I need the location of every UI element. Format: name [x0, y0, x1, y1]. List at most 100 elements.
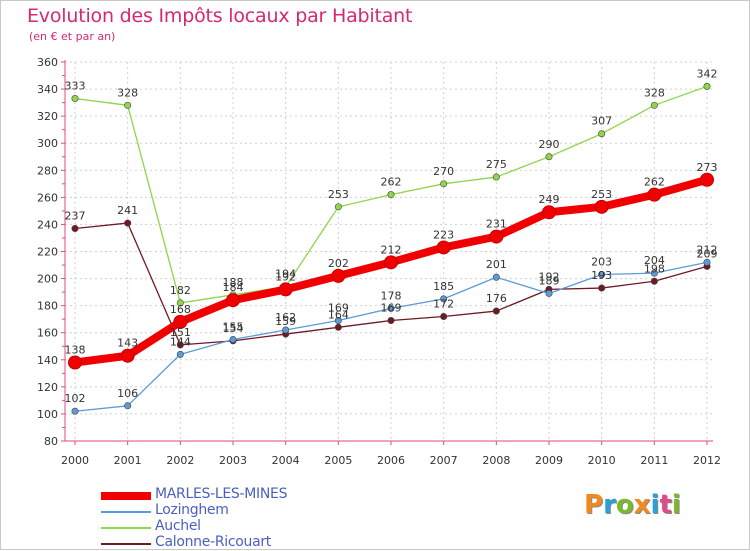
x-tick-label: 2012 [693, 454, 721, 467]
logo-letter: i [671, 490, 681, 520]
axis-layer: 80 100 120 140 160 180 200 220 240 260 280 300 320 34… [37, 56, 721, 467]
data-point [334, 203, 342, 211]
data-label: 237 [65, 209, 86, 222]
data-point [650, 277, 658, 285]
data-label: 182 [170, 284, 191, 297]
data-point [226, 293, 240, 308]
data-point [542, 205, 556, 220]
data-label: 194 [275, 268, 296, 281]
x-tick-label: 2005 [324, 454, 352, 467]
legend-label: Calonne-Ricouart [155, 534, 271, 550]
x-tick-label: 2001 [114, 454, 142, 467]
x-tick-label: 2004 [272, 454, 300, 467]
data-point [124, 402, 132, 410]
data-label: 273 [697, 161, 718, 174]
y-tick-label: 320 [37, 110, 58, 123]
data-label: 241 [117, 204, 138, 217]
legend-swatch [101, 527, 151, 529]
y-tick-label: 260 [37, 191, 58, 204]
data-label: 202 [328, 257, 349, 270]
x-tick-label: 2010 [588, 454, 616, 467]
x-tick-label: 2000 [61, 454, 89, 467]
data-label: 189 [539, 274, 560, 287]
logo-letter: r [603, 490, 616, 520]
data-point [387, 317, 395, 325]
data-point [492, 273, 500, 281]
data-point [334, 323, 342, 331]
y-tick-label: 160 [37, 327, 58, 340]
data-point [387, 304, 395, 312]
y-tick-label: 180 [37, 300, 58, 313]
data-point [334, 317, 342, 325]
data-label: 307 [591, 115, 612, 128]
data-label: 290 [539, 138, 560, 151]
data-label: 223 [433, 228, 454, 241]
data-label: 192 [539, 270, 560, 283]
data-label: 185 [433, 280, 454, 293]
data-label: 328 [644, 86, 665, 99]
chart-subtitle: (en € et par an) [29, 30, 116, 43]
data-point [229, 335, 237, 343]
data-label: 204 [644, 254, 665, 267]
data-point [176, 350, 184, 358]
y-tick-label: 300 [37, 137, 58, 150]
x-tick-label: 2006 [377, 454, 405, 467]
data-label: 151 [170, 326, 191, 339]
series-layer [68, 82, 714, 415]
data-label: 262 [381, 176, 402, 189]
data-point [120, 348, 135, 363]
data-label: 184 [223, 281, 244, 294]
data-point [598, 130, 606, 138]
x-tick-label: 2011 [640, 454, 668, 467]
data-label: 192 [275, 270, 296, 283]
data-label: 168 [170, 303, 191, 316]
data-point [282, 326, 290, 334]
data-label: 198 [644, 262, 665, 275]
data-point [492, 173, 500, 181]
legend-swatch [101, 511, 151, 513]
data-point [545, 153, 553, 161]
x-tick-label: 2002 [166, 454, 194, 467]
data-label: 249 [539, 193, 560, 206]
data-point [384, 255, 398, 270]
data-point [436, 240, 451, 255]
data-point [68, 355, 82, 370]
data-point [440, 312, 448, 320]
data-point [700, 172, 714, 187]
data-label: 193 [591, 269, 612, 282]
data-point [124, 101, 132, 109]
data-point [176, 299, 184, 307]
data-point [489, 229, 504, 244]
grid-layer [65, 61, 713, 442]
data-label: 102 [65, 392, 86, 405]
data-label: 176 [486, 292, 507, 305]
data-label: 155 [223, 320, 244, 333]
data-point [387, 191, 395, 199]
logo-letter: o [615, 490, 634, 520]
data-label: 201 [486, 258, 507, 271]
data-label: 164 [328, 308, 349, 321]
y-tick-label: 80 [44, 435, 58, 448]
logo-letter: i [650, 490, 660, 520]
data-point [71, 224, 79, 232]
legend-swatch [101, 543, 151, 545]
data-label: 212 [697, 243, 718, 256]
data-label: 253 [328, 188, 349, 201]
legend-label: Lozinghem [155, 502, 229, 518]
data-point [703, 258, 711, 266]
data-label: 231 [486, 218, 507, 231]
data-point [492, 307, 500, 315]
data-label: 169 [381, 302, 402, 315]
data-point [440, 180, 448, 188]
data-label: 138 [65, 343, 86, 356]
data-label: 188 [223, 276, 244, 289]
data-label: 106 [117, 387, 138, 400]
y-tick-label: 140 [37, 354, 58, 367]
y-tick-label: 120 [37, 381, 58, 394]
data-point [703, 82, 711, 90]
legend-label: MARLES-LES-MINES [155, 486, 288, 502]
data-point [440, 295, 448, 303]
x-tick-label: 2008 [482, 454, 510, 467]
